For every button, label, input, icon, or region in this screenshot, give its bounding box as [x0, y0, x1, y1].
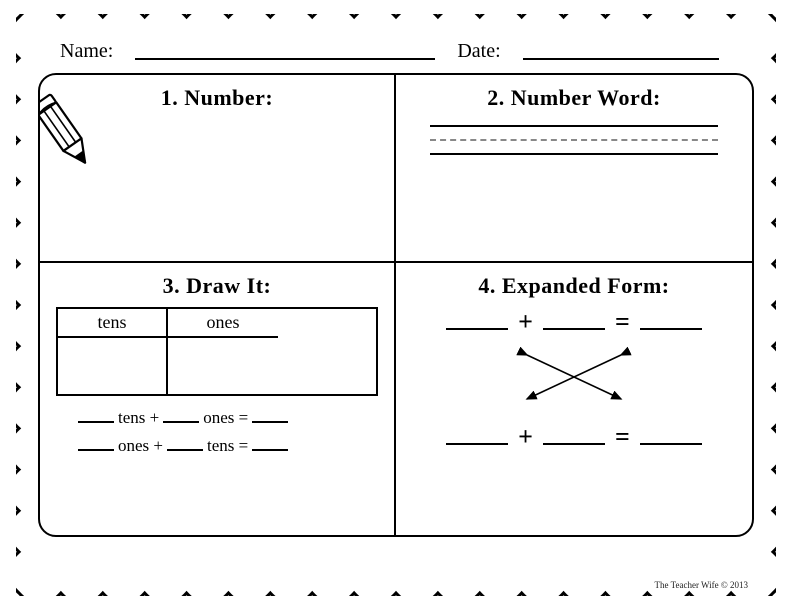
q4-title: 4. Expanded Form: [412, 273, 736, 299]
ones-box[interactable] [168, 338, 278, 394]
writing-lines[interactable] [430, 125, 718, 155]
header: Name: Date: [38, 36, 754, 73]
q1-title: 1. Number: [56, 85, 378, 111]
cell-draw-it: 3. Draw It: tens ones tens + ones = ones… [40, 263, 396, 535]
col-ones: ones [168, 309, 278, 338]
cross-arrows-icon [412, 345, 736, 414]
cell-number: 1. Number: [40, 75, 396, 263]
date-label: Date: [457, 40, 500, 63]
pencil-icon [38, 89, 100, 177]
eq-line-1[interactable]: tens + ones = [78, 408, 378, 428]
tens-box[interactable] [58, 338, 168, 394]
worksheet-grid: 1. Number: [38, 73, 754, 537]
date-line[interactable] [523, 44, 719, 60]
cell-expanded-form: 4. Expanded Form: + = [396, 263, 752, 535]
expanded-eq-bottom[interactable]: + = [412, 422, 736, 452]
q2-title: 2. Number Word: [412, 85, 736, 111]
credit-text: The Teacher Wife © 2013 [655, 580, 748, 590]
eq-line-2[interactable]: ones + tens = [78, 436, 378, 456]
tens-ones-table: tens ones [56, 307, 378, 396]
name-label: Name: [60, 40, 113, 63]
col-tens: tens [58, 309, 168, 338]
cell-number-word: 2. Number Word: [396, 75, 752, 263]
name-line[interactable] [135, 44, 435, 60]
q3-title: 3. Draw It: [56, 273, 378, 299]
expanded-eq-top[interactable]: + = [412, 307, 736, 337]
